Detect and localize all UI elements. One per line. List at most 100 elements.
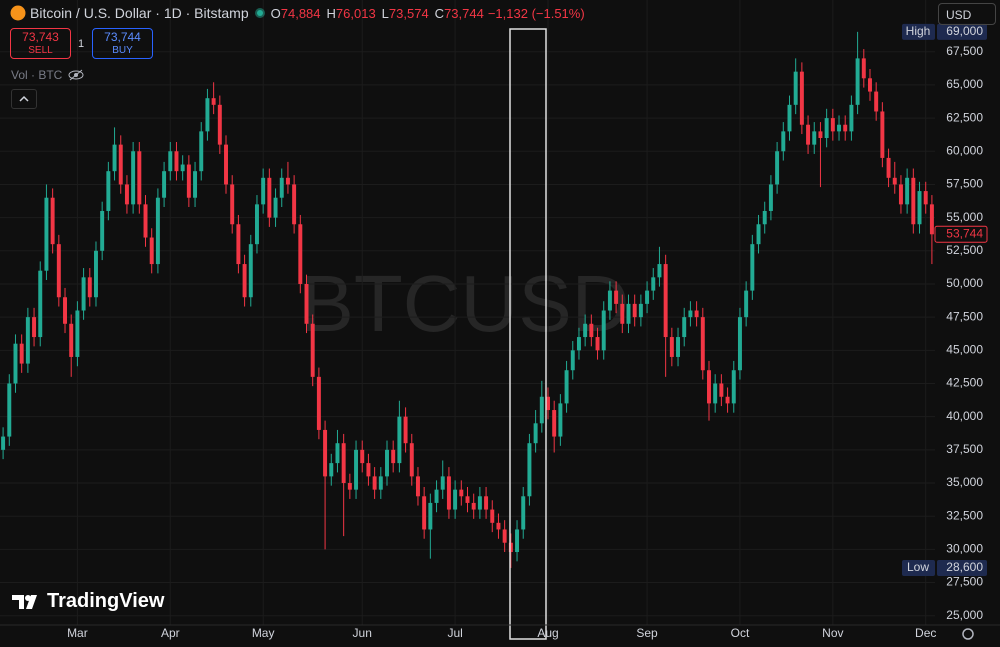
candle-body bbox=[694, 310, 699, 318]
candle-body bbox=[81, 277, 86, 311]
candle-body bbox=[149, 237, 154, 265]
candle-body bbox=[663, 264, 668, 338]
chevron bbox=[19, 95, 29, 102]
candle-body bbox=[880, 111, 885, 158]
candle-body bbox=[385, 449, 389, 477]
candle-body bbox=[775, 151, 780, 185]
sell-price: 73,743 bbox=[22, 30, 59, 44]
candle-body bbox=[446, 476, 451, 510]
candle-body bbox=[63, 297, 67, 324]
buy-button[interactable]: 73,744 BUY bbox=[92, 28, 153, 59]
candle-body bbox=[824, 118, 829, 139]
candle-body bbox=[787, 104, 792, 132]
candle-body bbox=[793, 71, 798, 105]
buy-price: 73,744 bbox=[104, 30, 141, 44]
candle-body bbox=[818, 131, 823, 139]
settings-icon[interactable] bbox=[962, 628, 974, 640]
eye-icon[interactable] bbox=[68, 69, 84, 81]
candle-body bbox=[570, 350, 575, 371]
candle-body bbox=[32, 317, 37, 338]
candle-body bbox=[236, 224, 241, 265]
candle-body bbox=[676, 337, 681, 357]
candle-body bbox=[199, 131, 204, 172]
candle-body bbox=[428, 502, 433, 530]
candle-body bbox=[750, 244, 755, 291]
candle-body bbox=[106, 171, 111, 211]
candle-body bbox=[607, 290, 612, 311]
candle-body bbox=[224, 144, 228, 185]
candle-body bbox=[700, 317, 705, 371]
low_marker-value-bg bbox=[937, 559, 987, 576]
candle-body bbox=[768, 184, 773, 211]
y-tick-label: 45,000 bbox=[946, 342, 983, 356]
candle-body bbox=[366, 463, 371, 477]
candle-body bbox=[19, 343, 24, 364]
candle-body bbox=[162, 171, 167, 198]
x-tick-label: Apr bbox=[161, 626, 180, 640]
candle-body bbox=[155, 197, 160, 265]
y-tick-label: 67,500 bbox=[946, 44, 983, 58]
candle-body bbox=[589, 323, 594, 338]
candle-body bbox=[849, 104, 854, 132]
watermark: BTCUSD bbox=[301, 259, 630, 348]
collapse-button[interactable] bbox=[11, 89, 37, 109]
buy-label: BUY bbox=[112, 45, 133, 56]
candle-body bbox=[521, 496, 526, 530]
y-tick-label: 57,500 bbox=[946, 177, 983, 191]
x-tick-label: Nov bbox=[822, 626, 843, 640]
candle-body bbox=[143, 204, 148, 238]
candle-body bbox=[713, 383, 718, 404]
candle-body bbox=[471, 502, 476, 510]
candle-body bbox=[354, 449, 359, 490]
candle-body bbox=[731, 370, 736, 404]
high_marker-text-bg bbox=[902, 23, 935, 40]
x-tick-label: Aug bbox=[537, 626, 558, 640]
candle-body bbox=[56, 244, 61, 298]
candle-body bbox=[7, 383, 12, 437]
candle-body bbox=[372, 476, 377, 490]
candle-body bbox=[552, 410, 557, 437]
candle-body bbox=[440, 476, 445, 490]
candle-body bbox=[601, 310, 606, 351]
candle-body bbox=[44, 197, 49, 271]
candle-body bbox=[131, 151, 136, 205]
high_marker-value: 69,000 bbox=[946, 24, 983, 38]
candle-body bbox=[403, 416, 408, 444]
candle-body bbox=[515, 529, 520, 553]
ohlc-letter: O bbox=[270, 5, 281, 21]
brand-logo bbox=[12, 594, 37, 609]
low_marker-text-bg bbox=[902, 559, 935, 576]
sell-button[interactable]: 73,743 SELL bbox=[10, 28, 71, 59]
candle-body bbox=[217, 104, 222, 145]
candle-body bbox=[69, 323, 74, 357]
candle-body bbox=[1, 436, 6, 450]
candle-body bbox=[719, 383, 724, 397]
candle-body bbox=[242, 264, 247, 298]
candle-body bbox=[855, 58, 860, 105]
candle-body bbox=[341, 443, 346, 484]
candle-body bbox=[329, 463, 334, 477]
candle-body bbox=[25, 317, 30, 364]
quantity: 1 bbox=[78, 38, 85, 50]
candle-body bbox=[837, 124, 842, 132]
legend: Bitcoin / U.S. Dollar · 1D · Bitstamp O7… bbox=[10, 5, 585, 21]
candle-body bbox=[737, 317, 742, 371]
x-tick-label: Jun bbox=[353, 626, 372, 640]
candle-body bbox=[193, 171, 198, 198]
currency-select[interactable]: USD bbox=[938, 3, 996, 25]
candle-body bbox=[292, 184, 297, 225]
y-tick-label: 32,500 bbox=[946, 508, 983, 522]
candle-body bbox=[669, 337, 674, 357]
candle-body bbox=[539, 396, 544, 424]
candle-body bbox=[254, 204, 259, 245]
change: −1,132 (−1.51%) bbox=[487, 5, 585, 21]
candle-body bbox=[861, 58, 866, 79]
x-tick-label: Sep bbox=[636, 626, 658, 640]
high_marker-value-bg bbox=[937, 23, 987, 40]
candle-body bbox=[93, 250, 98, 298]
status-dot bbox=[254, 8, 265, 18]
candle-body bbox=[756, 224, 761, 245]
brand: TradingView bbox=[12, 590, 164, 613]
y-tick-label: 47,500 bbox=[946, 309, 983, 323]
